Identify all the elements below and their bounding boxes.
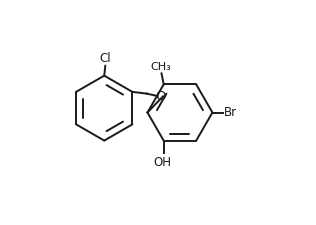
- Text: Cl: Cl: [100, 52, 111, 65]
- Text: Br: Br: [224, 106, 237, 119]
- Text: O: O: [155, 90, 166, 103]
- Text: CH₃: CH₃: [151, 62, 172, 72]
- Text: OH: OH: [154, 156, 172, 169]
